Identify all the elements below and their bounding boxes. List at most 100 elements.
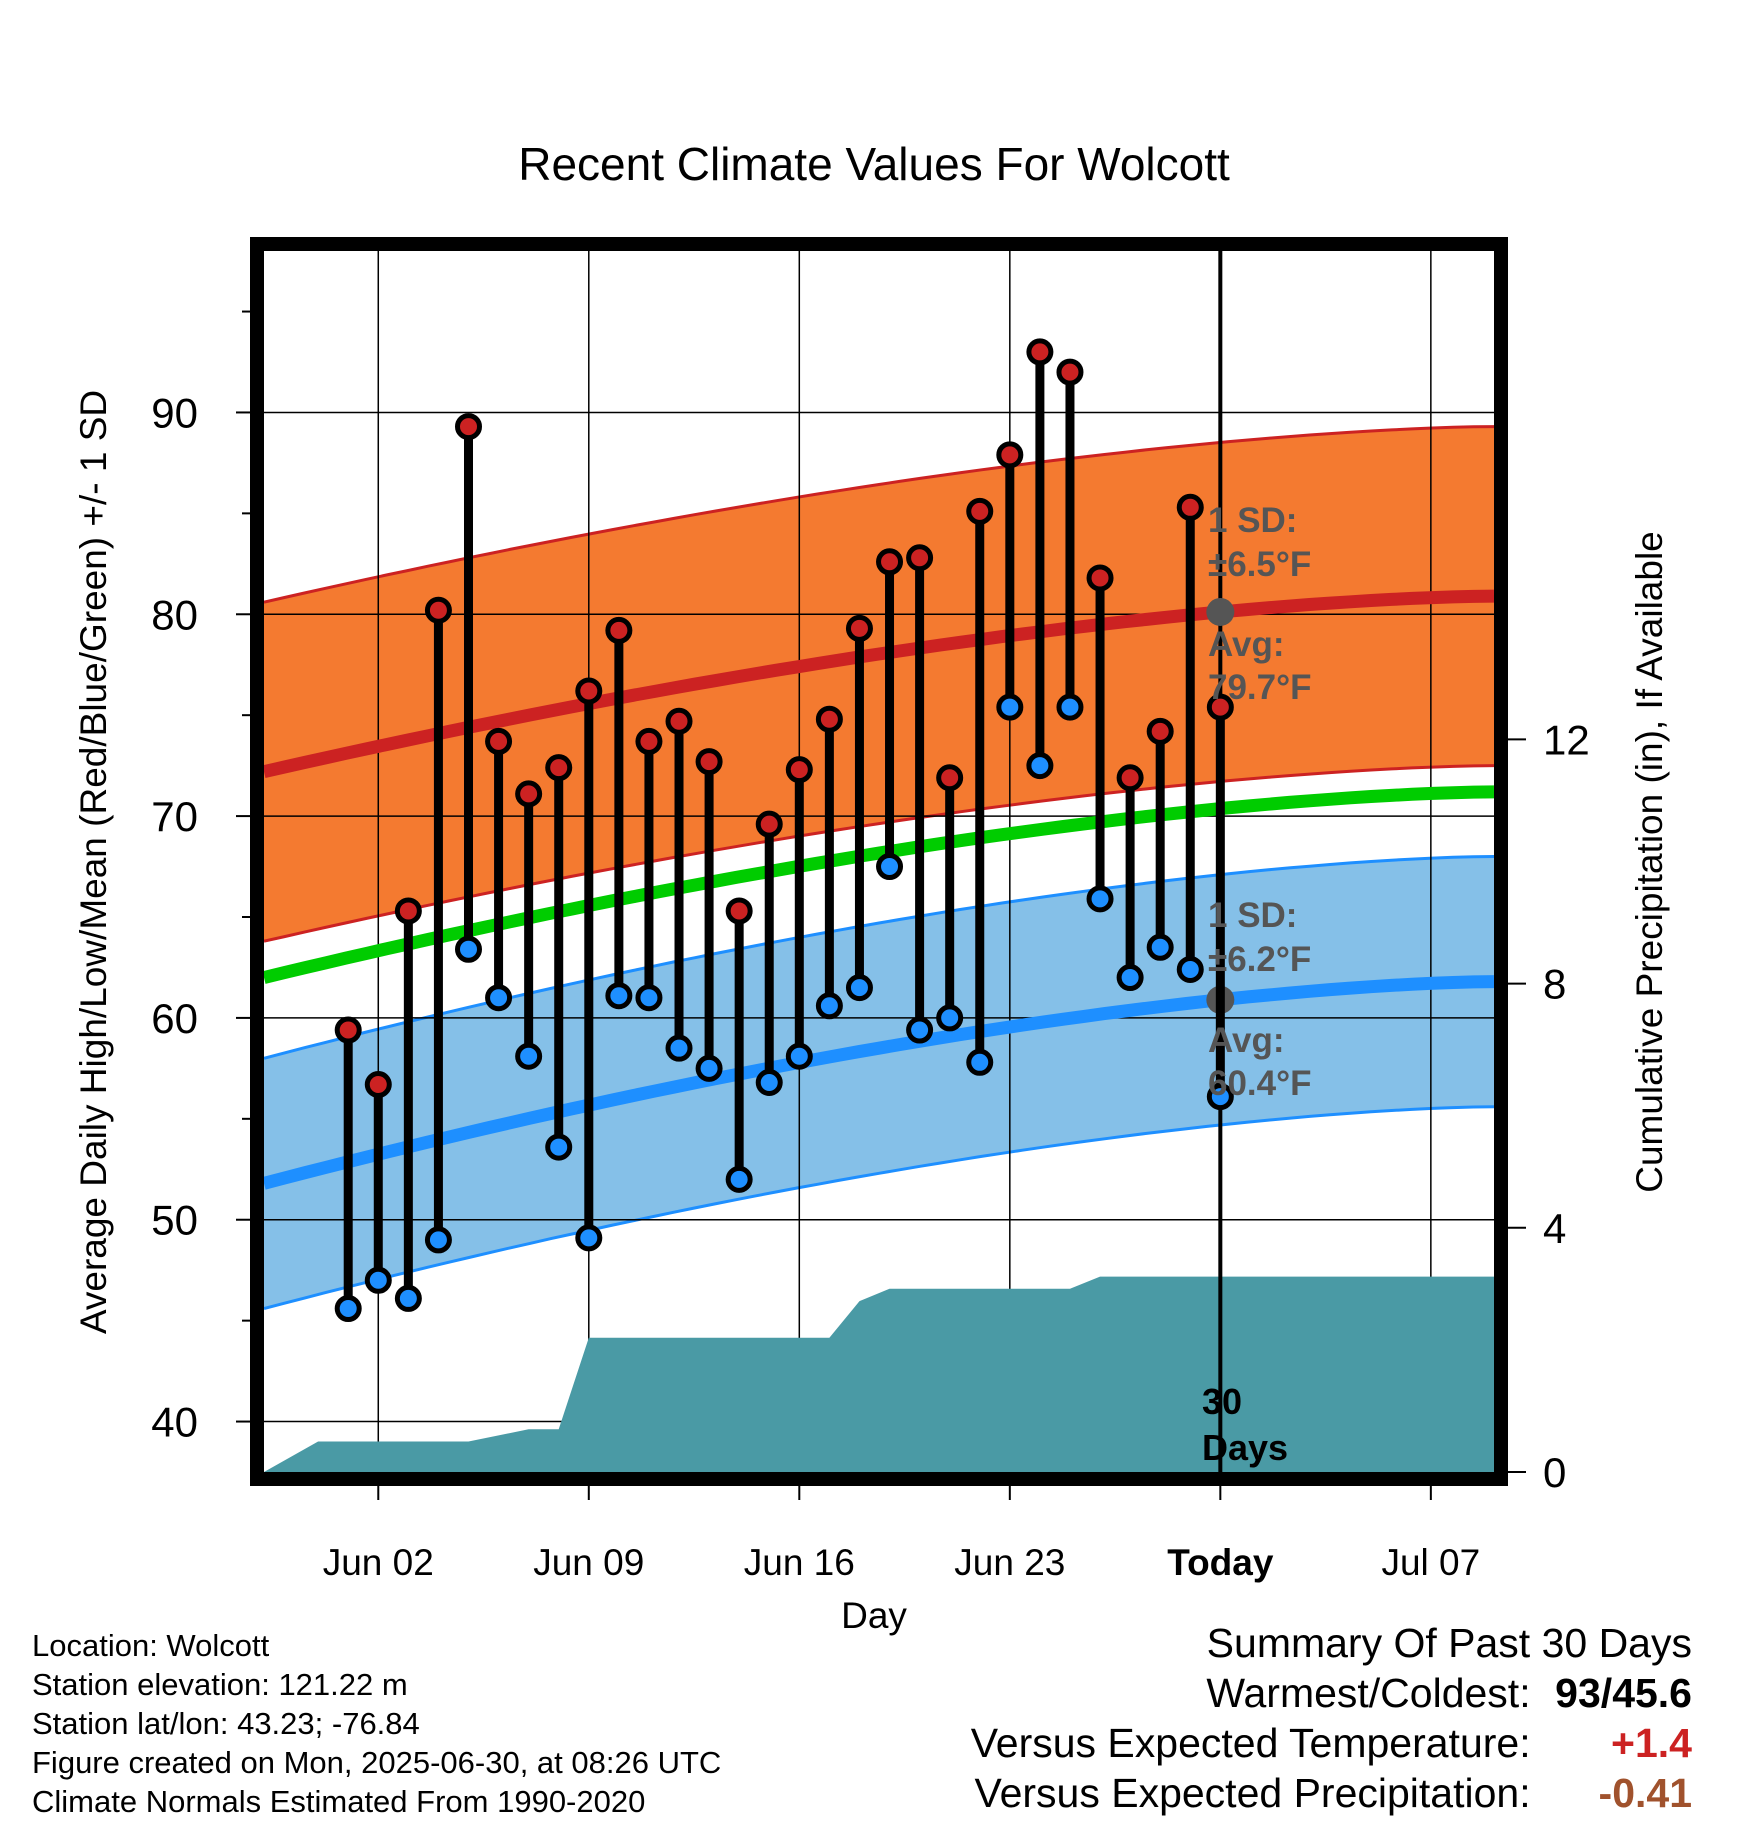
info-location: Location: Wolcott xyxy=(32,1628,270,1663)
daily-low-point xyxy=(334,1295,362,1323)
y-tick-label: 40 xyxy=(151,1399,198,1446)
daily-low-point xyxy=(725,1165,753,1193)
summary-warmest-value: 93/45.6 xyxy=(1555,1670,1692,1716)
precip-area xyxy=(264,1276,1494,1472)
daily-low-point xyxy=(364,1266,392,1294)
summary-temp-label: Versus Expected Temperature: xyxy=(970,1720,1531,1766)
daily-high-point xyxy=(785,756,813,784)
summary-temp-value: +1.4 xyxy=(1611,1720,1692,1766)
x-tick-label: Jul 07 xyxy=(1381,1542,1480,1583)
high-avg-value: 79.7°F xyxy=(1208,668,1312,707)
x-tick-label: Jun 23 xyxy=(954,1542,1065,1583)
x-tick-label: Today xyxy=(1167,1542,1274,1583)
daily-high-point xyxy=(966,497,994,525)
daily-high-point xyxy=(1116,764,1144,792)
today-high-marker xyxy=(1206,597,1235,626)
daily-high-point xyxy=(575,677,603,705)
daily-low-point xyxy=(394,1284,422,1312)
low-avg-label: Avg: xyxy=(1208,1021,1284,1060)
daily-low-point xyxy=(1116,964,1144,992)
info-elevation: Station elevation: 121.22 m xyxy=(32,1667,408,1702)
x-axis-label: Day xyxy=(841,1595,907,1636)
daily-low-point xyxy=(1146,933,1174,961)
y2-tick-label: 8 xyxy=(1543,961,1566,1008)
summary-precip-value: -0.41 xyxy=(1598,1770,1692,1816)
daily-low-point xyxy=(996,693,1024,721)
low-sd-value: ±6.2°F xyxy=(1208,940,1311,979)
y2-tick-label: 0 xyxy=(1543,1449,1566,1496)
daily-high-point xyxy=(364,1071,392,1099)
daily-low-point xyxy=(845,974,873,1002)
daily-high-point xyxy=(845,614,873,642)
summary-title: Summary Of Past 30 Days xyxy=(1206,1620,1692,1666)
high-sd-value: ±6.5°F xyxy=(1208,545,1311,584)
daily-low-point xyxy=(1026,752,1054,780)
y2-tick-label: 12 xyxy=(1543,716,1590,763)
plot-frame xyxy=(250,237,1508,1486)
daily-high-point xyxy=(755,810,783,838)
daily-low-point xyxy=(936,1004,964,1032)
today-days-label-line1: 30 xyxy=(1202,1381,1242,1422)
daily-low-point xyxy=(1206,1083,1234,1111)
daily-low-point xyxy=(485,984,513,1012)
summary-precip-row: Versus Expected Precipitation: -0.41 xyxy=(971,1768,1693,1818)
daily-high-point xyxy=(815,705,843,733)
daily-low-point xyxy=(1176,955,1204,983)
daily-low-point xyxy=(545,1133,573,1161)
high-sd-label: 1 SD: xyxy=(1208,501,1297,540)
daily-low-point xyxy=(695,1054,723,1082)
info-created: Figure created on Mon, 2025-06-30, at 08… xyxy=(32,1745,722,1780)
daily-low-point xyxy=(815,992,843,1020)
x-tick-label: Jun 09 xyxy=(533,1542,644,1583)
daily-high-point xyxy=(424,596,452,624)
daily-high-point xyxy=(1026,338,1054,366)
today-days-label-line2: Days xyxy=(1202,1427,1288,1468)
daily-high-point xyxy=(545,754,573,782)
daily-high-point xyxy=(515,780,543,808)
daily-high-point xyxy=(1086,564,1114,592)
x-tick-label: Jun 02 xyxy=(323,1542,434,1583)
daily-high-point xyxy=(695,748,723,776)
daily-high-point xyxy=(936,764,964,792)
summary-panel: Summary Of Past 30 Days Warmest/Coldest:… xyxy=(971,1618,1692,1818)
daily-low-point xyxy=(665,1034,693,1062)
daily-low-point xyxy=(1056,693,1084,721)
daily-low-point xyxy=(876,853,904,881)
y-tick-label: 60 xyxy=(151,995,198,1042)
summary-warmest-label: Warmest/Coldest: xyxy=(1206,1670,1531,1716)
daily-low-point xyxy=(424,1226,452,1254)
low-sd-upper-edge xyxy=(264,855,1494,1060)
y2-axis-label: Cumulative Precipitation (in), If Availa… xyxy=(1629,531,1670,1193)
y2-tick-label: 4 xyxy=(1543,1205,1566,1252)
info-latlon: Station lat/lon: 43.23; -76.84 xyxy=(32,1706,420,1741)
daily-low-point xyxy=(635,984,663,1012)
daily-high-point xyxy=(906,544,934,572)
chart-title: Recent Climate Values For Wolcott xyxy=(518,138,1230,190)
daily-high-point xyxy=(1176,493,1204,521)
low-sd-label: 1 SD: xyxy=(1208,896,1297,935)
daily-low-point xyxy=(575,1224,603,1252)
daily-low-point xyxy=(785,1042,813,1070)
daily-low-point xyxy=(605,982,633,1010)
low-normal-line xyxy=(264,975,1494,1190)
y-axis-label: Average Daily High/Low/Mean (Red/Blue/Gr… xyxy=(73,390,114,1334)
daily-high-point xyxy=(605,616,633,644)
summary-precip-label: Versus Expected Precipitation: xyxy=(974,1770,1531,1816)
low-sd-lower-edge xyxy=(264,1105,1494,1310)
y-tick-label: 50 xyxy=(151,1197,198,1244)
daily-low-point xyxy=(906,1016,934,1044)
daily-low-point xyxy=(515,1042,543,1070)
daily-high-point xyxy=(876,548,904,576)
daily-low-point xyxy=(454,935,482,963)
y-tick-label: 90 xyxy=(151,389,198,436)
y-tick-label: 70 xyxy=(151,793,198,840)
high-avg-label: Avg: xyxy=(1208,625,1284,664)
summary-warmest-row: Warmest/Coldest: 93/45.6 xyxy=(971,1668,1692,1718)
daily-high-point xyxy=(485,727,513,755)
daily-high-point xyxy=(725,897,753,925)
daily-high-point xyxy=(665,707,693,735)
info-normals: Climate Normals Estimated From 1990-2020 xyxy=(32,1784,646,1819)
daily-high-point xyxy=(1206,693,1234,721)
daily-high-point xyxy=(635,727,663,755)
